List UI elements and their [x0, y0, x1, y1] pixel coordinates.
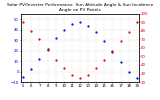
- Text: Solar PV/Inverter Performance  Sun Altitude Angle & Sun Incidence Angle on PV Pa: Solar PV/Inverter Performance Sun Altitu…: [7, 3, 153, 12]
